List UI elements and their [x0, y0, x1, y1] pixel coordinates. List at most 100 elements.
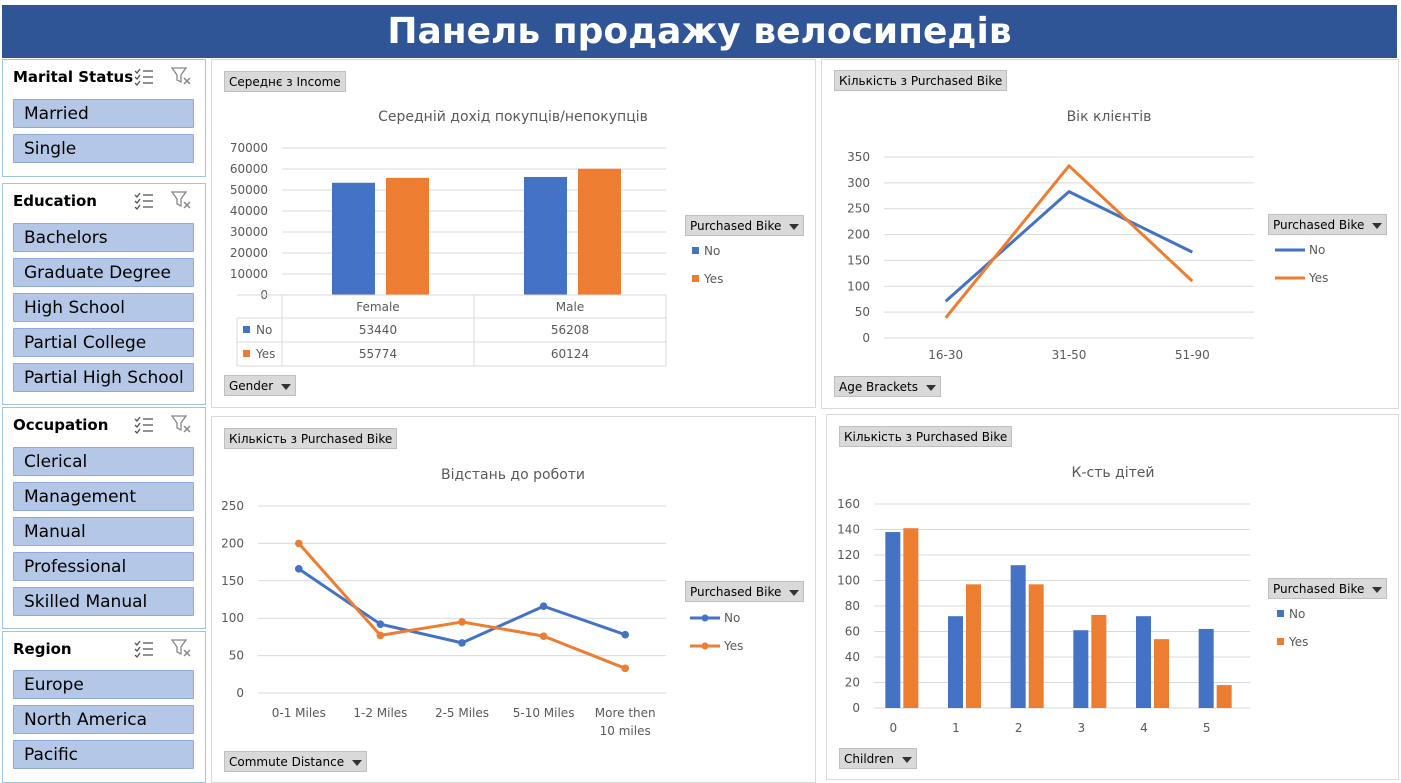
value-field-button[interactable]: Кількість з Purchased Bike	[839, 426, 1013, 447]
y-tick-label: 30000	[230, 225, 268, 239]
legend-swatch-yes	[1277, 638, 1284, 645]
legend-label-yes: Yes	[1288, 635, 1308, 649]
legend-label-no: No	[1309, 243, 1325, 257]
multi-select-icon[interactable]	[133, 638, 155, 658]
bar-yes-3	[1091, 614, 1107, 708]
legend-marker-no	[701, 614, 709, 622]
data-point-yes	[539, 632, 548, 640]
slicer-item-high-school[interactable]: High School	[13, 293, 194, 322]
line-series-no	[944, 190, 1193, 303]
dropdown-arrow-icon	[1372, 222, 1383, 229]
y-tick-label: 0	[852, 701, 860, 715]
bar-no-3	[1073, 630, 1089, 708]
y-tick-label: 80	[845, 599, 860, 613]
y-tick-label: 140	[837, 523, 860, 537]
slicer-item-management[interactable]: Management	[13, 482, 194, 511]
data-point-no	[376, 620, 385, 628]
data-point-no	[621, 630, 629, 639]
x-category-label: 2	[1015, 721, 1023, 735]
children-chart-panel: Кількість з Purchased Bike Children Purc…	[826, 414, 1399, 780]
bar-yes-female	[386, 177, 429, 295]
x-category-label: Female	[356, 300, 399, 314]
legend-swatch-no	[692, 247, 699, 254]
table-legend-swatch-no	[243, 326, 250, 333]
clear-filter-icon[interactable]	[170, 66, 193, 86]
value-field-button[interactable]: Кількість з Purchased Bike	[834, 70, 1008, 91]
y-tick-label: 300	[847, 176, 870, 190]
x-category-label: 0	[890, 721, 898, 735]
slicer-item-skilled-manual[interactable]: Skilled Manual	[13, 587, 194, 616]
bar-yes-2	[1028, 584, 1044, 708]
x-category-label: 2-5 Miles	[435, 706, 489, 720]
chart-title: Вік клієнтів	[1067, 109, 1152, 125]
legend-field-button[interactable]: Purchased Bike	[685, 581, 805, 602]
slicer-item-pacific[interactable]: Pacific	[13, 740, 194, 769]
data-point-yes	[295, 539, 303, 548]
multi-select-icon[interactable]	[133, 190, 155, 210]
x-category-label: More then	[595, 706, 656, 720]
y-tick-label: 100	[847, 279, 870, 293]
x-category-label: 31-50	[1052, 348, 1087, 362]
slicer-occupation: Occupation Clerical Management Manual Pr…	[2, 407, 206, 629]
slicer-item-clerical[interactable]: Clerical	[13, 447, 194, 476]
line-series-yes	[297, 542, 626, 670]
y-tick-label: 350	[847, 150, 870, 164]
clear-filter-icon[interactable]	[170, 190, 193, 210]
field-label: Purchased Bike	[690, 219, 782, 233]
x-category-label: 1-2 Miles	[353, 706, 407, 720]
slicer-item-bachelors[interactable]: Bachelors	[13, 223, 194, 252]
value-field-button[interactable]: Середнє з Income	[224, 71, 346, 92]
dropdown-arrow-icon	[901, 756, 912, 763]
value-field-button[interactable]: Кількість з Purchased Bike	[224, 428, 398, 449]
slicer-item-married[interactable]: Married	[13, 99, 194, 128]
slicer-marital-status: Marital Status Married Single	[2, 59, 206, 177]
data-point-yes	[376, 631, 385, 640]
dropdown-arrow-icon	[789, 589, 800, 596]
legend-swatch-no	[1277, 610, 1284, 617]
legend-field-button[interactable]: Purchased Bike	[685, 215, 805, 236]
field-label: Age Brackets	[839, 380, 919, 394]
y-tick-label: 100	[221, 611, 244, 625]
legend-label-yes: Yes	[1308, 271, 1328, 285]
multi-select-icon[interactable]	[133, 66, 155, 86]
x-category-label: 16-30	[928, 348, 963, 362]
legend-label-yes: Yes	[723, 639, 743, 653]
slicer-item-europe[interactable]: Europe	[13, 670, 194, 699]
clear-filter-icon[interactable]	[170, 638, 193, 658]
slicer-item-manual[interactable]: Manual	[13, 517, 194, 546]
slicer-item-professional[interactable]: Professional	[13, 552, 194, 581]
slicer-item-partial-high-school[interactable]: Partial High School	[13, 363, 194, 392]
chart-title: К-сть дітей	[1072, 465, 1155, 481]
slicer-education: Education Bachelors Graduate Degree High…	[2, 183, 206, 405]
clear-filter-icon[interactable]	[170, 414, 193, 434]
y-tick-label: 120	[837, 548, 860, 562]
legend-field-button[interactable]: Purchased Bike	[1268, 578, 1388, 599]
x-category-label: 51-90	[1175, 348, 1210, 362]
data-point-no	[539, 602, 548, 611]
field-label: Gender	[229, 379, 274, 393]
data-point-yes	[458, 618, 466, 626]
data-point-yes	[621, 664, 629, 673]
slicer-item-partial-college[interactable]: Partial College	[13, 328, 194, 357]
gender-field-button[interactable]: Gender	[224, 375, 297, 396]
y-tick-label: 50	[229, 649, 244, 663]
legend-label-no: No	[704, 244, 720, 258]
legend-label-yes: Yes	[703, 272, 723, 286]
data-label: 55774	[359, 347, 397, 361]
commute-distance-field-button[interactable]: Commute Distance	[224, 751, 368, 772]
multi-select-icon[interactable]	[133, 414, 155, 434]
children-field-button[interactable]: Children	[839, 748, 917, 769]
bar-no-female	[332, 182, 375, 295]
slicer-item-single[interactable]: Single	[13, 134, 194, 163]
slicer-item-graduate-degree[interactable]: Graduate Degree	[13, 258, 194, 287]
bar-yes-0	[903, 528, 919, 708]
slicer-item-north-america[interactable]: North America	[13, 705, 194, 734]
x-category-label: 3	[1078, 721, 1086, 735]
age-brackets-field-button[interactable]: Age Brackets	[834, 376, 942, 397]
x-category-label: 10 miles	[600, 724, 651, 738]
dropdown-arrow-icon	[281, 383, 292, 390]
y-tick-label: 50	[855, 305, 870, 319]
bar-no-2	[1010, 565, 1026, 708]
field-label: Children	[844, 752, 894, 766]
legend-field-button[interactable]: Purchased Bike	[1268, 214, 1388, 235]
